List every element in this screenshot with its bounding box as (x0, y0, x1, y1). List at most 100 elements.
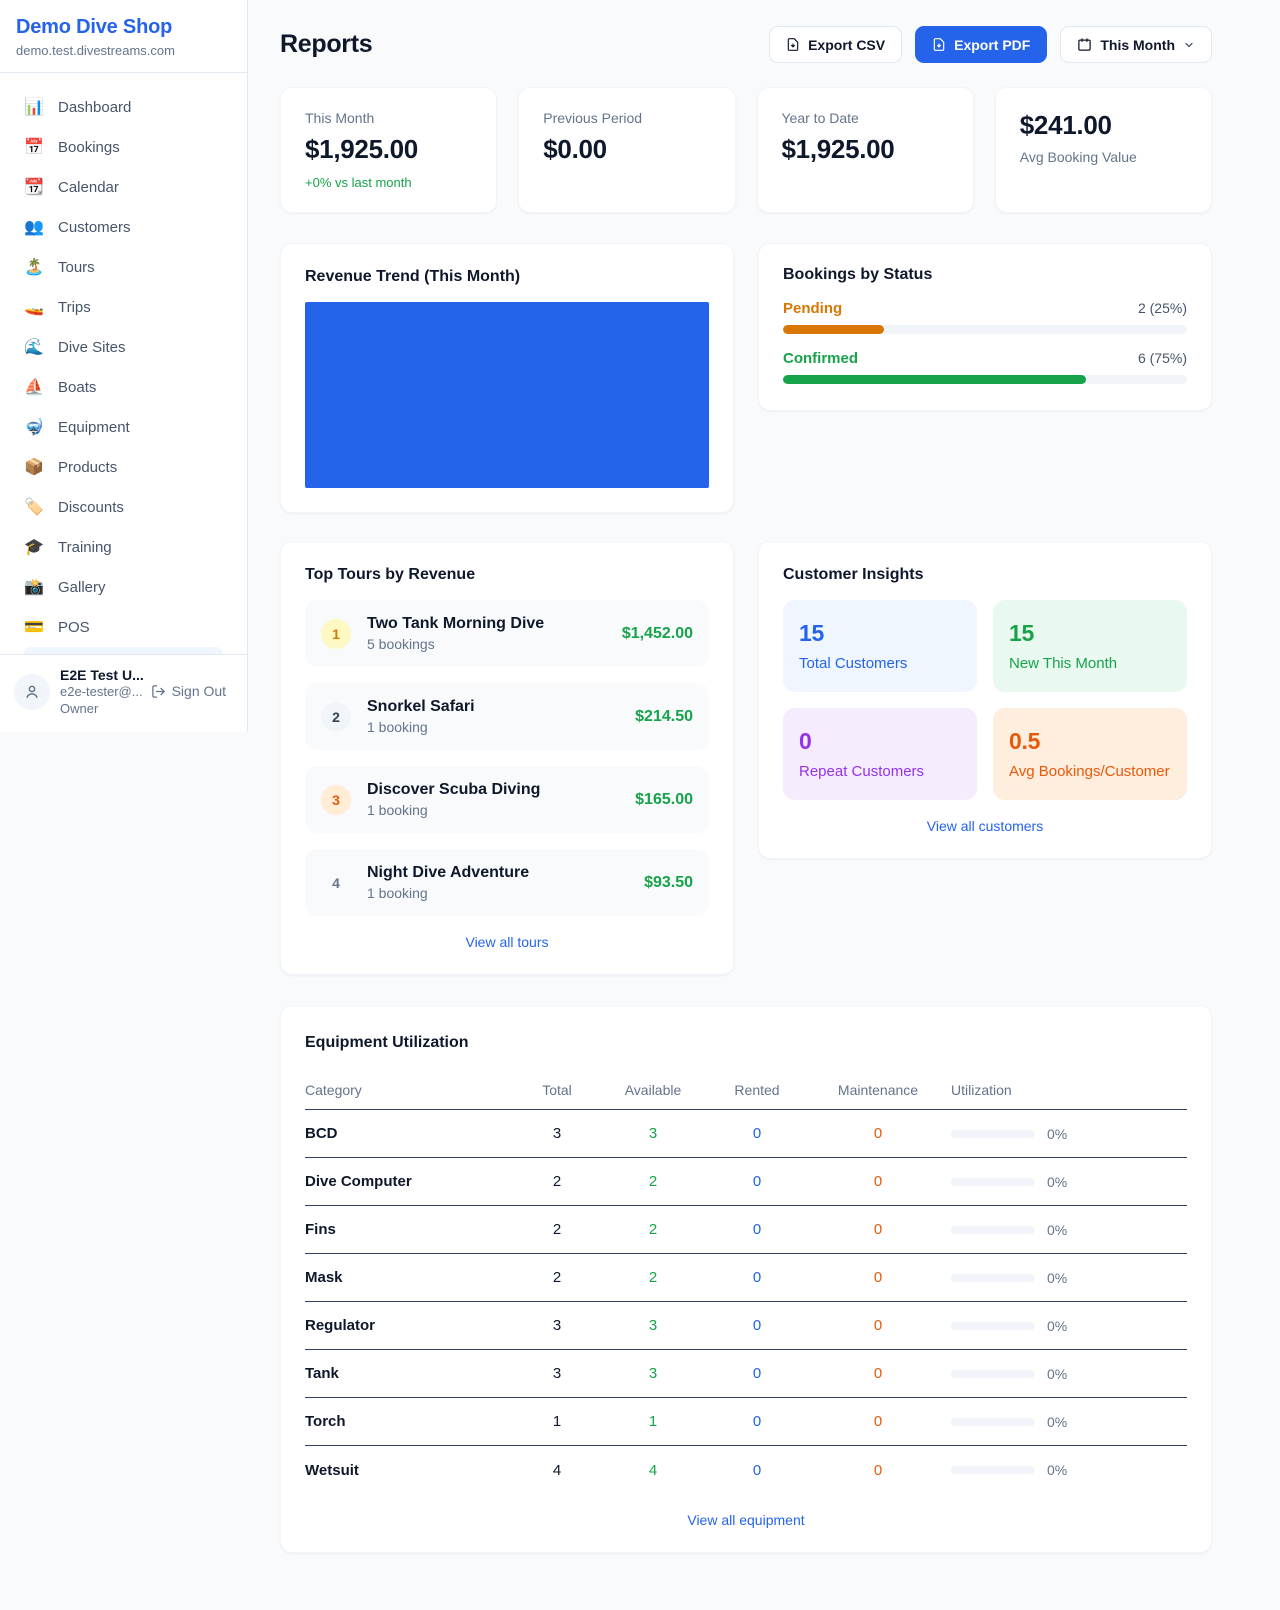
customers-icon: 👥 (24, 219, 44, 236)
view-all-equipment-link[interactable]: View all equipment (687, 1512, 805, 1528)
diving-mask-icon: 🤿 (24, 419, 44, 436)
bookings-by-status-card: Bookings by Status Pending 2 (25%) Confi… (758, 243, 1212, 411)
sidebar-item-reports-partial[interactable] (24, 647, 223, 654)
sidebar-item-trips[interactable]: 🚤 Trips (24, 298, 91, 317)
file-download-icon (787, 38, 799, 51)
sidebar-item-boats[interactable]: ⛵ Boats (24, 378, 97, 397)
utilization-bar (951, 1321, 1035, 1330)
tile-new-this-month: 15 New This Month (993, 600, 1187, 692)
table-row: Wetsuit 4 4 0 0 0% (305, 1461, 1068, 1479)
stats-row: This Month $1,925.00 +0% vs last month P… (280, 87, 1212, 213)
user-role: Owner (60, 701, 99, 716)
top-tours-card: Top Tours by Revenue 1 Two Tank Morning … (280, 541, 734, 975)
equipment-utilization-title: Equipment Utilization (305, 1034, 469, 1051)
rank-badge: 2 (321, 701, 351, 732)
tile-repeat-customers: 0 Repeat Customers (783, 708, 977, 800)
sidebar-item-bookings[interactable]: 📅 Bookings (24, 138, 120, 157)
equipment-utilization-card: Equipment Utilization Category Total Ava… (280, 1005, 1212, 1553)
user-footer: E2E Test U... e2e-tester@... Sign Out Ow… (0, 654, 247, 732)
pending-bar-track (783, 325, 1187, 334)
table-row: Dive Computer 2 2 0 0 0% (305, 1158, 1187, 1206)
sidebar-item-customers[interactable]: 👥 Customers (24, 218, 131, 237)
sidebar-item-discounts[interactable]: 🏷️ Discounts (24, 498, 124, 517)
utilization-bar (951, 1273, 1035, 1282)
main-content: Reports Export CSV Export PDF (248, 0, 1280, 1593)
status-row-pending: Pending 2 (25%) (783, 300, 1187, 334)
revenue-trend-card: Revenue Trend (This Month) (280, 243, 734, 513)
tag-icon: 🏷️ (24, 499, 44, 516)
chevron-down-icon (1185, 42, 1193, 47)
stat-value: $241.00 (1019, 110, 1112, 140)
table-row: Tank 3 3 0 0 0% (305, 1350, 1187, 1398)
stat-delta: +0% vs last month (305, 175, 412, 190)
package-icon: 📦 (24, 459, 44, 476)
export-csv-button[interactable]: Export CSV (769, 26, 903, 63)
shop-name: Demo Dive Shop (16, 16, 173, 38)
sidebar-item-gallery[interactable]: 📸 Gallery (24, 578, 106, 597)
tour-row: 1 Two Tank Morning Dive 5 bookings $1,45… (305, 600, 709, 667)
user-name: E2E Test U... (60, 667, 144, 683)
tile-avg-bookings-customer: 0.5 Avg Bookings/Customer (993, 708, 1187, 800)
utilization-bar (951, 1177, 1035, 1186)
stat-card-year-to-date: Year to Date $1,925.00 (756, 87, 974, 213)
sidebar-item-dive-sites[interactable]: 🌊 Dive Sites (24, 338, 126, 357)
bookings-status-title: Bookings by Status (783, 266, 933, 283)
utilization-bar (951, 1417, 1035, 1426)
utilization-bar (951, 1369, 1035, 1378)
confirmed-bar-fill (783, 375, 1086, 384)
dashboard-icon: 📊 (24, 99, 44, 116)
avatar (14, 673, 50, 710)
utilization-bar (951, 1225, 1035, 1234)
rank-badge: 3 (321, 784, 351, 815)
brand: Demo Dive Shop demo.test.divestreams.com (0, 0, 247, 73)
file-download-icon (933, 38, 945, 51)
sidebar-item-calendar[interactable]: 📆 Calendar (24, 178, 119, 197)
utilization-bar (951, 1129, 1035, 1138)
rank-badge: 4 (332, 874, 340, 891)
sailboat-icon: ⛵ (24, 379, 44, 396)
sidebar-item-tours[interactable]: 🏝️ Tours (24, 258, 95, 277)
equipment-table: Category Total Available Rented Maintena… (305, 1070, 1187, 1494)
view-all-tours-link[interactable]: View all tours (465, 934, 549, 950)
sidebar: Demo Dive Shop demo.test.divestreams.com… (0, 0, 248, 732)
camera-icon: 📸 (24, 579, 44, 596)
person-icon (26, 685, 38, 698)
period-dropdown[interactable]: This Month (1060, 26, 1212, 63)
sidebar-item-equipment[interactable]: 🤿 Equipment (24, 418, 130, 437)
sidebar-item-pos[interactable]: 💳 POS (24, 618, 90, 637)
view-all-customers-link[interactable]: View all customers (926, 818, 1044, 834)
stat-card-avg-booking-value: $241.00 Avg Booking Value (994, 87, 1212, 213)
revenue-trend-chart (305, 302, 709, 488)
confirmed-bar-track (783, 375, 1187, 384)
bookings-calendar-icon: 📅 (24, 139, 44, 156)
shop-domain: demo.test.divestreams.com (16, 43, 175, 58)
table-row: BCD 3 3 0 0 0% (305, 1110, 1187, 1158)
page-header: Reports Export CSV Export PDF (280, 26, 1212, 63)
sidebar-item-dashboard[interactable]: 📊 Dashboard (24, 98, 132, 117)
logout-icon (151, 684, 165, 698)
graduation-cap-icon: 🎓 (24, 539, 44, 556)
table-row: Fins 2 2 0 0 0% (305, 1206, 1187, 1254)
export-pdf-button[interactable]: Export PDF (915, 26, 1048, 63)
calendar-icon: 📆 (24, 179, 44, 196)
stat-card-this-month: This Month $1,925.00 +0% vs last month (280, 87, 498, 213)
revenue-trend-title: Revenue Trend (This Month) (305, 268, 521, 285)
sign-out-button[interactable]: Sign Out (151, 683, 226, 699)
sidebar-item-training[interactable]: 🎓 Training (24, 538, 112, 557)
table-row: Regulator 3 3 0 0 0% (305, 1302, 1187, 1350)
stat-value: $1,925.00 (781, 134, 895, 164)
calendar-icon (1078, 38, 1092, 51)
rank-badge: 1 (321, 618, 351, 649)
island-icon: 🏝️ (24, 259, 44, 276)
tile-total-customers: 15 Total Customers (783, 600, 977, 692)
customer-insights-card: Customer Insights 15 Total Customers 15 … (758, 541, 1212, 859)
table-row: Torch 1 1 0 0 0% (305, 1398, 1187, 1446)
utilization-bar (951, 1466, 1035, 1474)
sidebar-item-products[interactable]: 📦 Products (24, 458, 118, 477)
status-row-confirmed: Confirmed 6 (75%) (783, 350, 1187, 384)
stat-value: $1,925.00 (305, 134, 418, 164)
user-email: e2e-tester@... (60, 683, 143, 699)
tour-row: 4 Night Dive Adventure 1 booking $93.50 (305, 849, 709, 916)
sidebar-nav: 📊 Dashboard 📅 Bookings 📆 Calendar 👥 Cust… (0, 73, 247, 654)
